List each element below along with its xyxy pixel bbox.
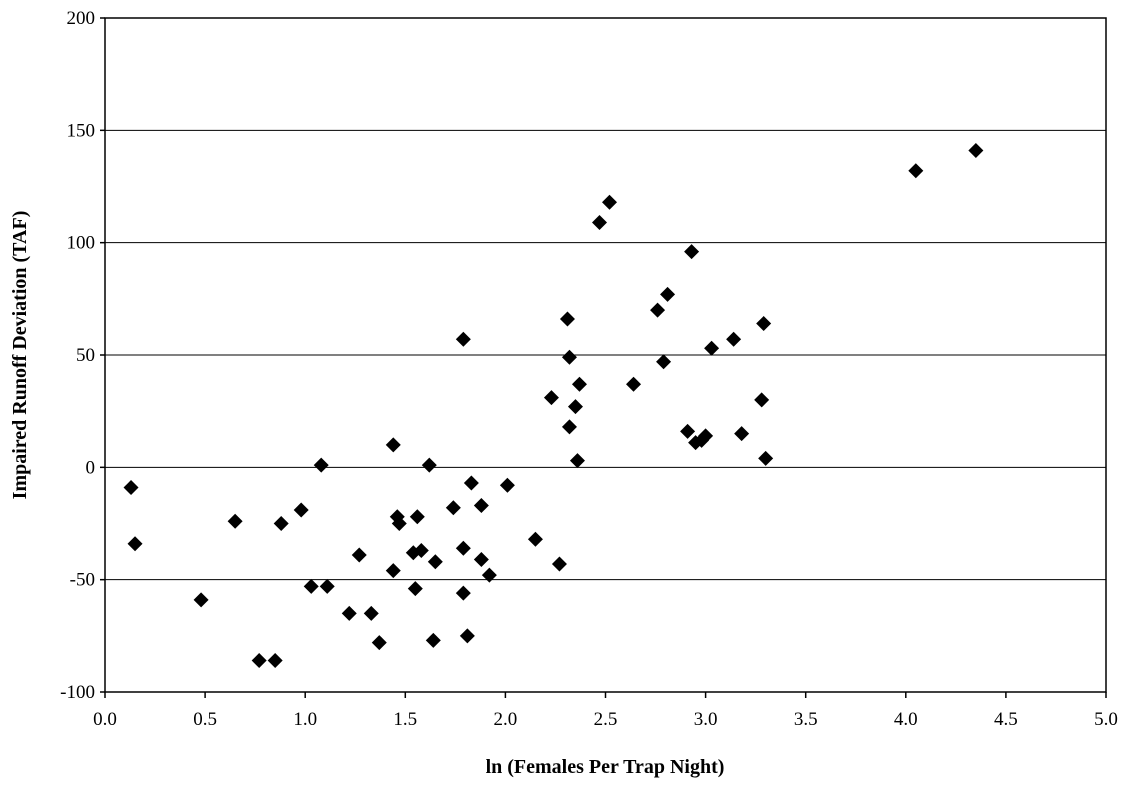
data-point	[481, 567, 497, 583]
data-point	[127, 536, 143, 552]
data-point	[455, 540, 471, 556]
data-point	[427, 554, 443, 570]
data-point	[756, 316, 772, 332]
data-point	[341, 605, 357, 621]
data-point	[371, 635, 387, 651]
data-point	[267, 653, 283, 669]
x-tick-label: 0.5	[193, 709, 217, 730]
x-tick-label: 4.0	[894, 709, 918, 730]
x-tick-label: 0.0	[93, 709, 117, 730]
y-tick-label: 0	[86, 457, 96, 478]
data-point	[602, 194, 618, 210]
data-point	[385, 563, 401, 579]
data-point	[293, 502, 309, 518]
data-points	[123, 143, 984, 669]
data-point	[313, 457, 329, 473]
data-point	[626, 376, 642, 392]
data-point	[123, 480, 139, 496]
x-tick-label: 5.0	[1094, 709, 1118, 730]
x-tick-label: 2.5	[594, 709, 618, 730]
x-tick-label: 1.5	[393, 709, 417, 730]
data-point	[463, 475, 479, 491]
data-point	[303, 578, 319, 594]
y-tick-label: 150	[67, 120, 96, 141]
data-point	[527, 531, 543, 547]
gridlines	[105, 17, 1106, 693]
x-axis-title: ln (Females Per Trap Night)	[486, 756, 725, 778]
y-axis: -100 -50 0 50 100 150 200	[60, 8, 105, 703]
data-point	[409, 509, 425, 525]
data-point	[499, 477, 515, 493]
data-point	[227, 513, 243, 529]
data-point	[455, 331, 471, 347]
data-point	[425, 632, 441, 648]
data-point	[351, 547, 367, 563]
data-point	[455, 585, 471, 601]
data-point	[551, 556, 567, 572]
data-point	[656, 354, 672, 370]
data-point	[391, 516, 407, 531]
data-point	[319, 578, 335, 594]
data-point	[445, 500, 461, 516]
data-point	[908, 163, 924, 179]
data-point	[571, 376, 587, 392]
data-point	[473, 498, 489, 514]
data-point	[459, 628, 475, 644]
x-tick-label: 4.5	[994, 709, 1018, 730]
data-point	[684, 244, 700, 260]
data-point	[726, 331, 742, 347]
data-point	[680, 423, 696, 439]
data-point	[559, 311, 575, 327]
data-point	[421, 457, 437, 473]
data-point	[543, 390, 559, 406]
y-tick-label: 50	[76, 345, 95, 366]
data-point	[591, 214, 607, 230]
data-point	[650, 302, 666, 318]
x-tick-label: 2.0	[494, 709, 518, 730]
data-point	[251, 653, 267, 669]
data-point	[193, 592, 209, 608]
y-tick-label: 200	[67, 8, 96, 29]
data-point	[561, 419, 577, 435]
data-point	[569, 453, 585, 469]
y-tick-label: 100	[67, 233, 96, 254]
data-point	[473, 551, 489, 567]
data-point	[968, 143, 984, 159]
x-axis: 0.0 0.5 1.0 1.5 2.0 2.5 3.0 3.5 4.0 4.5 5.0	[93, 692, 1118, 730]
y-tick-label: -100	[60, 682, 95, 703]
data-point	[758, 450, 774, 466]
data-point	[698, 428, 714, 444]
data-point	[567, 399, 583, 415]
data-point	[273, 516, 289, 531]
data-point	[704, 340, 720, 356]
data-point	[734, 426, 750, 442]
x-tick-label: 3.5	[794, 709, 818, 730]
data-point	[385, 437, 401, 453]
data-point	[407, 581, 423, 597]
y-tick-label: -50	[70, 570, 95, 591]
data-point	[754, 392, 770, 408]
x-tick-label: 1.0	[293, 709, 317, 730]
data-point	[660, 286, 676, 302]
y-axis-title: Impaired Runoff Deviation (TAF)	[9, 211, 31, 500]
x-tick-label: 3.0	[694, 709, 718, 730]
data-point	[363, 605, 379, 621]
data-point	[413, 542, 429, 558]
data-point	[561, 349, 577, 365]
